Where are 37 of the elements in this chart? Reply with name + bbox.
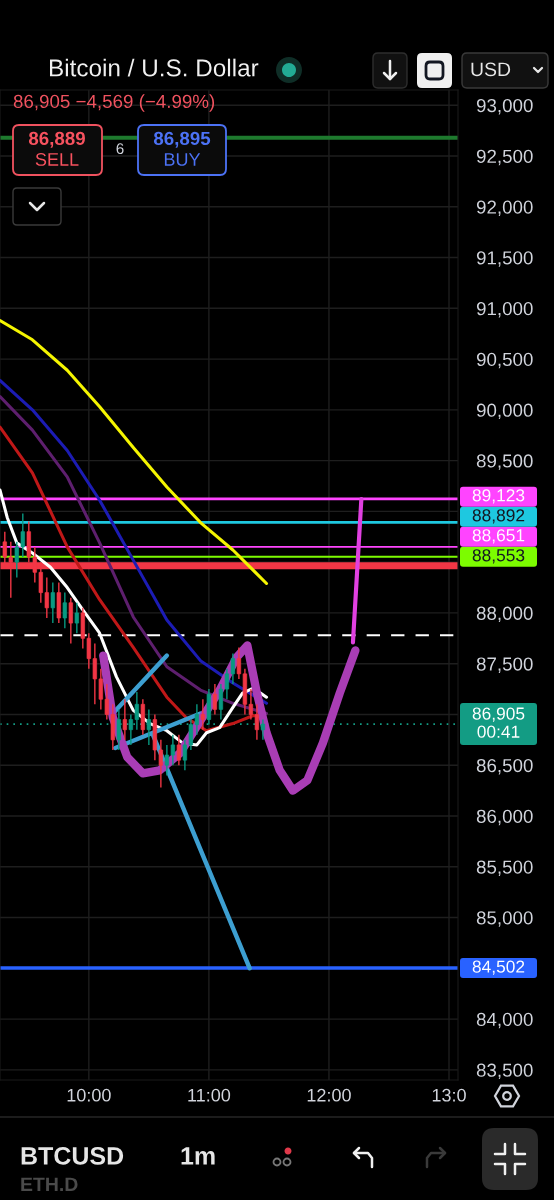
ref-line-label: 88,892 xyxy=(472,509,525,524)
ref-line-label: 88,651 xyxy=(472,529,525,544)
x-tick-label: 11:00 xyxy=(188,1088,231,1102)
ref-line-label: 84,502 xyxy=(472,960,525,975)
y-tick-label: 88,000 xyxy=(476,606,533,623)
chart-title: Bitcoin / U.S. Dollar xyxy=(49,58,259,77)
text: ETH.D xyxy=(21,1177,78,1192)
y-tick-label: 86,000 xyxy=(476,809,533,826)
text: 1m xyxy=(181,1147,215,1165)
y-tick-label: 87,500 xyxy=(476,657,533,673)
annotation: 86,889 xyxy=(28,131,85,148)
y-tick-label: 92,000 xyxy=(476,200,533,216)
y-tick-label: 91,500 xyxy=(476,251,533,267)
chart-subtitle: 86,905 −4,569 (−4.99%) xyxy=(13,94,215,112)
ref-line-label: 89,123 xyxy=(472,489,525,504)
y-tick-label: 85,000 xyxy=(476,911,533,927)
y-tick-label: 84,000 xyxy=(476,1012,533,1029)
ref-line-label: 88,553 xyxy=(472,549,525,564)
text: USD xyxy=(471,62,511,77)
y-tick-label: 85,500 xyxy=(476,860,533,876)
text: BTCUSD xyxy=(21,1147,124,1165)
y-tick-label: 86,500 xyxy=(476,758,533,775)
annotation: 6 xyxy=(116,143,124,155)
annotation: BUY xyxy=(164,153,201,166)
y-tick-label: 83,500 xyxy=(476,1063,533,1080)
ref-line-label: 86,905 00:41 xyxy=(472,707,525,738)
x-tick-label: 13:0 xyxy=(432,1088,466,1102)
x-tick-label: 12:00 xyxy=(307,1088,351,1102)
y-tick-label: 89,500 xyxy=(476,454,533,470)
y-tick-label: 93,000 xyxy=(476,98,533,115)
y-tick-label: 90,500 xyxy=(476,352,533,369)
annotation: SELL xyxy=(35,153,79,166)
x-tick-label: 10:00 xyxy=(67,1088,111,1102)
annotation: 86,895 xyxy=(153,131,211,148)
y-tick-label: 90,000 xyxy=(476,403,533,420)
y-tick-label: 91,000 xyxy=(476,302,533,318)
y-tick-label: 92,500 xyxy=(476,149,533,166)
